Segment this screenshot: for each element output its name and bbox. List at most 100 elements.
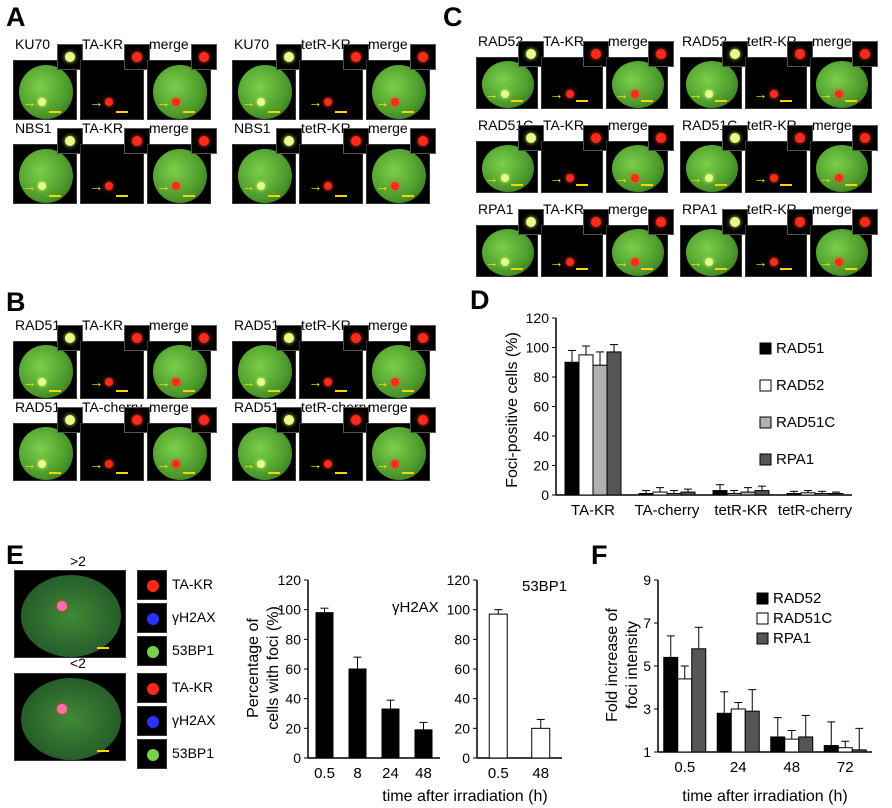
- b-inset-r0c5: [410, 325, 436, 351]
- arrow-icon: →: [89, 455, 104, 472]
- arrow-icon: →: [308, 178, 323, 195]
- E1-ytick-label: 60: [285, 661, 301, 677]
- E1-category-label: 24: [382, 765, 399, 782]
- e-x-axis-title: time after irradiation (h): [382, 788, 547, 805]
- c-label-r1c4: tetR-KR: [747, 117, 797, 133]
- inset-spot: [147, 580, 159, 592]
- inset-red-spot: [132, 333, 142, 343]
- red-focus: [565, 90, 574, 99]
- inset-green-spot: [730, 133, 740, 143]
- D-bar: [726, 493, 742, 496]
- a-image-r1c1: →: [80, 144, 144, 204]
- arrow-icon: →: [614, 254, 629, 271]
- a-label-r0c4: tetR-KR: [301, 36, 351, 52]
- e-inset-0-2: [137, 636, 167, 666]
- red-focus: [57, 704, 67, 714]
- a-inset-r0c4: [343, 44, 369, 70]
- inset-green-spot: [284, 333, 294, 343]
- F-ytick-label: 1: [643, 744, 651, 760]
- a-label-r1c5: merge: [368, 120, 408, 136]
- arrow-icon: →: [308, 94, 323, 111]
- arrow-icon: →: [241, 178, 256, 195]
- e-bottom-cell-label: <2: [70, 655, 86, 671]
- inset-green-spot: [284, 415, 294, 425]
- c-inset-r1c1: [583, 125, 609, 151]
- e2-annotation: 53BP1: [522, 578, 567, 595]
- scale-bar: [268, 111, 281, 113]
- scale-bar: [183, 111, 196, 113]
- F-bar: [691, 648, 707, 753]
- red-focus: [324, 182, 333, 191]
- nucleus: [372, 64, 426, 119]
- nucleus: [238, 64, 292, 119]
- arrow-icon: →: [484, 254, 499, 271]
- F-ytick-label: 9: [643, 572, 651, 588]
- F-legend-swatch: [756, 612, 769, 625]
- D-bar: [592, 364, 608, 496]
- c-inset-r1c0: [518, 125, 544, 151]
- nucleus: [815, 145, 869, 192]
- D-bar: [606, 351, 622, 496]
- scale-bar: [715, 184, 728, 186]
- F-bar: [716, 712, 732, 753]
- D-category-label: tetR-KR: [714, 502, 768, 519]
- arrow-icon: →: [241, 373, 256, 390]
- inset-red-spot: [199, 333, 209, 343]
- nucleus: [153, 148, 207, 203]
- a-inset-r0c3: [276, 44, 302, 70]
- inset-red-spot: [795, 49, 805, 59]
- nucleus: [238, 148, 292, 203]
- arrow-icon: →: [614, 170, 629, 187]
- e-inset-label-1-2: 53BP1: [172, 745, 215, 761]
- inset-spot: [147, 716, 159, 728]
- inset-red-spot: [860, 217, 870, 227]
- nucleus: [611, 145, 665, 192]
- b-inset-r1c1: [124, 407, 150, 433]
- D-legend-swatch: [759, 342, 772, 355]
- inset-red-spot: [132, 415, 142, 425]
- D-legend-label: RAD52: [776, 377, 824, 394]
- F-bar: [663, 656, 679, 753]
- c-label-r2c5: merge: [812, 201, 852, 217]
- F-bar: [798, 736, 814, 753]
- arrow-icon: →: [22, 178, 37, 195]
- inset-red-spot: [656, 217, 666, 227]
- scale-bar: [511, 184, 524, 186]
- a-label-r1c4: tetR-KR: [301, 120, 351, 136]
- arrow-icon: →: [308, 373, 323, 390]
- inset-red-spot: [418, 415, 428, 425]
- green-focus: [38, 459, 47, 468]
- scale-bar: [268, 195, 281, 197]
- inset-green-spot: [526, 133, 536, 143]
- panel-letter-f: F: [591, 540, 608, 570]
- a-inset-r1c0: [57, 128, 83, 154]
- c-inset-r1c4: [787, 125, 813, 151]
- c-label-r0c3: RAD52: [682, 33, 728, 49]
- inset-green-spot: [730, 49, 740, 59]
- E2-ytick-label: 100: [447, 602, 471, 618]
- arrow-icon: →: [375, 94, 390, 111]
- c-label-r2c4: tetR-KR: [747, 201, 797, 217]
- e-inset-label-0-2: 53BP1: [172, 642, 215, 658]
- D-bar: [652, 491, 668, 496]
- c-image-r0c1: →: [541, 57, 603, 109]
- red-focus: [324, 459, 333, 468]
- nucleus: [19, 345, 73, 398]
- scale-bar: [97, 750, 109, 752]
- c-label-r2c2: merge: [608, 201, 648, 217]
- red-focus: [105, 459, 114, 468]
- inset-red-spot: [199, 136, 209, 146]
- scale-bar: [116, 195, 129, 197]
- red-focus: [172, 98, 181, 107]
- D-ytick-label: 60: [533, 399, 549, 415]
- inset-red-spot: [351, 52, 361, 62]
- b-label-r0c1: TA-KR: [82, 317, 123, 333]
- E1-category-label: 0.5: [314, 765, 335, 782]
- a-label-r1c3: NBS1: [234, 120, 271, 136]
- nucleus: [153, 427, 207, 480]
- green-focus: [257, 182, 266, 191]
- c-inset-r2c1: [583, 209, 609, 235]
- D-legend-swatch: [759, 416, 772, 429]
- arrow-icon: →: [614, 86, 629, 103]
- D-category-label: TA-cherry: [635, 502, 700, 519]
